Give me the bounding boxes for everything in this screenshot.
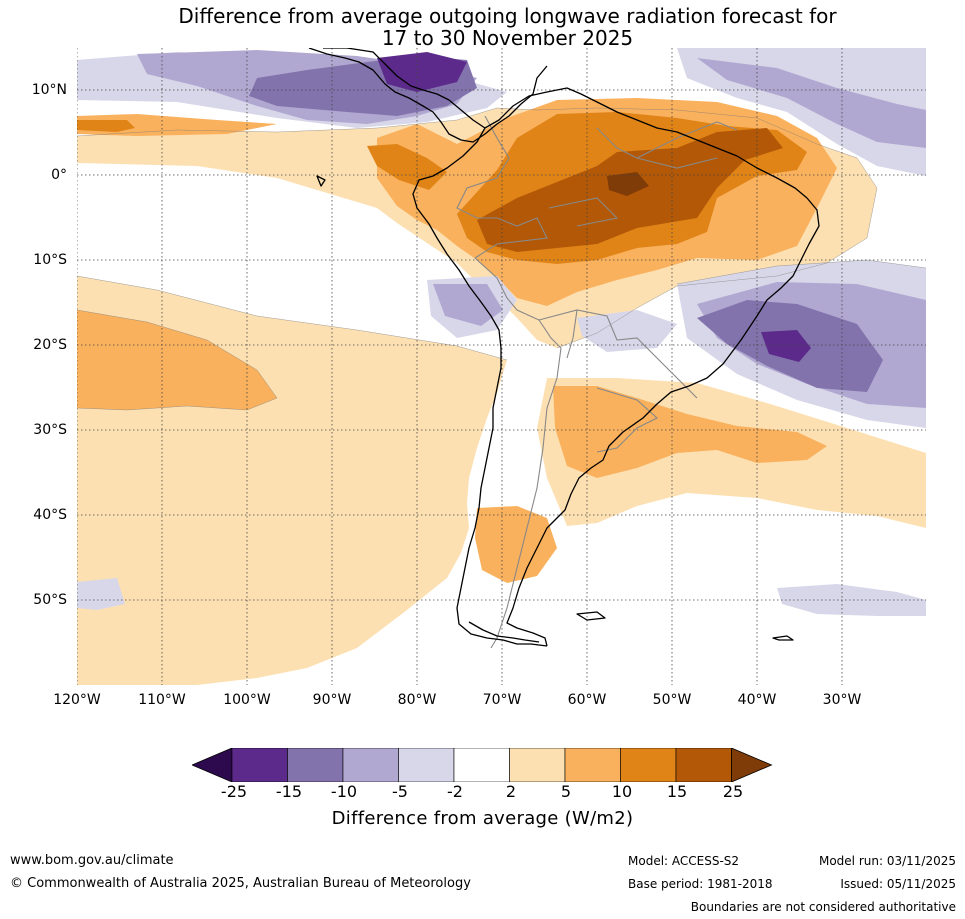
lon-label: 100°W [223, 692, 271, 708]
model-name: Model: ACCESS-S2 [628, 854, 740, 868]
graticule [77, 48, 926, 685]
contour-lines [77, 107, 926, 411]
colorbar-segment [453, 748, 510, 782]
anomaly-region-pos-moderate [475, 506, 557, 583]
lat-label: 10°S [33, 252, 67, 268]
website-link[interactable]: www.bom.gov.au/climate [10, 853, 174, 868]
colorbar-segment [509, 748, 566, 782]
lat-label: 0° [51, 167, 67, 183]
anomaly-region-pos-strong [367, 144, 447, 190]
anomaly-region-neg-moderate [697, 58, 926, 148]
colorbar-extend-low [192, 748, 233, 782]
colorbar-segment [287, 748, 344, 782]
anomaly-region-pos-moderate [77, 114, 277, 136]
anomaly-region-neg-moderate [433, 284, 503, 326]
lat-label: 50°S [33, 592, 67, 608]
lon-label: 30°W [822, 692, 862, 708]
colorbar-tick-label: 10 [611, 782, 633, 801]
model-run-date: Model run: 03/11/2025 [818, 854, 956, 868]
base-period: Base period: 1981-2018 [628, 877, 773, 891]
coastline [308, 48, 820, 647]
colorbar-tick-label: -25 [220, 782, 248, 801]
colorbar-tick-label: -2 [447, 782, 463, 801]
anomaly-region-neg-very-strong [377, 52, 467, 92]
colorbar-tick-label: -15 [275, 782, 303, 801]
chart-title-line-1: Difference from average outgoing longwav… [178, 4, 837, 28]
anomaly-map [77, 48, 926, 685]
lon-label: 60°W [567, 692, 607, 708]
colorbar [192, 748, 773, 782]
colorbar-segment [231, 748, 288, 782]
lon-label: 110°W [138, 692, 186, 708]
lat-label: 20°S [33, 337, 67, 353]
lat-label: 10°N [31, 82, 67, 98]
colorbar-tick-label: -5 [392, 782, 408, 801]
lon-label: 70°W [482, 692, 522, 708]
anomaly-region-pos-strong [77, 120, 135, 132]
chart-title-line-2: 17 to 30 November 2025 [381, 26, 634, 50]
anomaly-region-neg-very-strong [761, 330, 811, 362]
country-borders [456, 115, 738, 649]
colorbar-segment [564, 748, 621, 782]
lon-label: 120°W [53, 692, 101, 708]
boundaries-disclaimer: Boundaries are not considered authoritat… [690, 900, 956, 914]
colorbar-extend-high [731, 748, 773, 782]
colorbar-segments [192, 748, 773, 782]
colorbar-title: Difference from average (W/m2) [331, 808, 634, 829]
anomaly-fill-layer [77, 48, 926, 685]
colorbar-segment [675, 748, 732, 782]
anomaly-region-neg-weak [577, 310, 677, 352]
colorbar-segment [342, 748, 399, 782]
anomaly-region-neg-weak [77, 578, 125, 610]
colorbar-tick-label: 15 [666, 782, 688, 801]
lat-label: 40°S [33, 507, 67, 523]
anomaly-region-neg-weak [777, 584, 926, 616]
lat-label: 30°S [33, 422, 67, 438]
colorbar-tick-label: 25 [722, 782, 744, 801]
anomaly-region-pos-very-strong [607, 172, 649, 196]
anomaly-region-pos-moderate [553, 386, 827, 478]
anomaly-region-pos-moderate [77, 310, 277, 410]
lon-label: 50°W [652, 692, 692, 708]
lon-label: 40°W [737, 692, 777, 708]
colorbar-tick-label: 5 [560, 782, 572, 801]
colorbar-tick-label: 2 [505, 782, 517, 801]
colorbar-tick-label: -10 [330, 782, 358, 801]
colorbar-segment [620, 748, 677, 782]
lon-label: 80°W [397, 692, 437, 708]
copyright-text: © Commonwealth of Australia 2025, Austra… [10, 876, 471, 891]
lon-label: 90°W [312, 692, 352, 708]
issued-date: Issued: 05/11/2025 [840, 877, 956, 891]
colorbar-segment [398, 748, 455, 782]
